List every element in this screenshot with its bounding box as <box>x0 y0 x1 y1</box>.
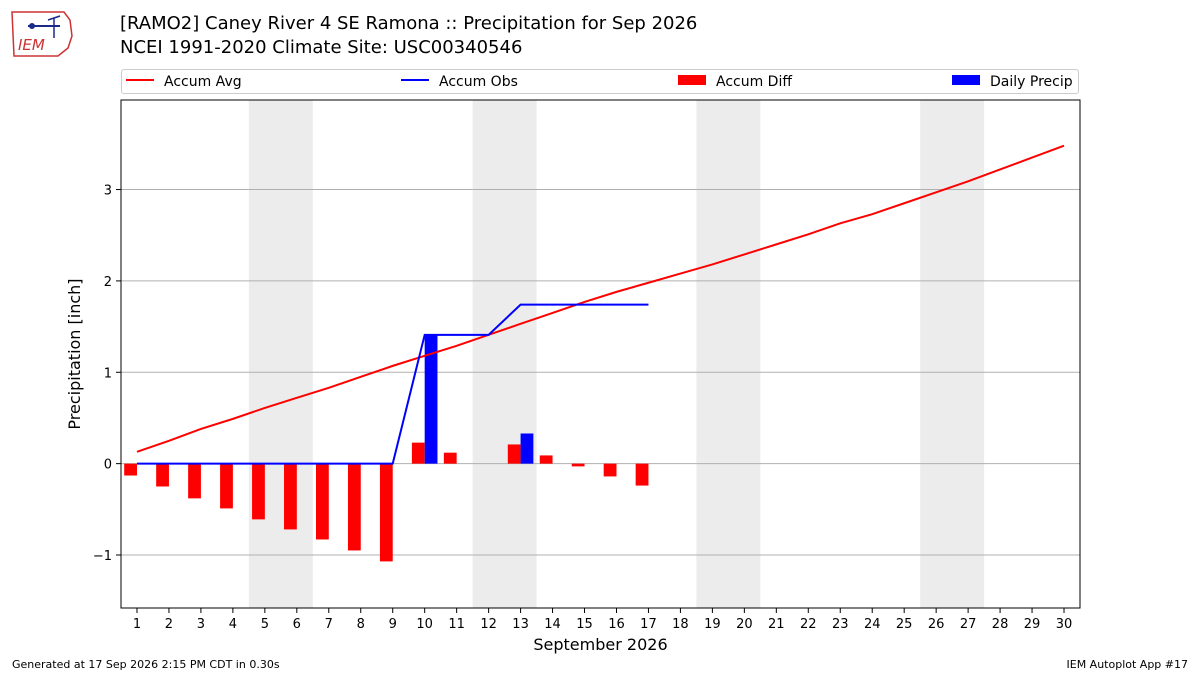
chart-title: [RAMO2] Caney River 4 SE Ramona :: Preci… <box>120 13 698 34</box>
x-tick-label: 5 <box>261 617 269 632</box>
x-tick-label: 4 <box>229 617 237 632</box>
x-tick-label: 21 <box>768 617 785 632</box>
x-tick-label: 14 <box>544 617 561 632</box>
accum-diff-bar <box>124 463 137 476</box>
accum-diff-bar <box>220 463 233 509</box>
chart-legend: Accum Avg Accum Obs Accum Diff Daily Pre… <box>121 69 1079 94</box>
accum-diff-bar <box>156 463 169 487</box>
legend-label: Accum Diff <box>716 74 793 90</box>
accum-diff-bar <box>379 463 393 562</box>
daily-precip-bar <box>520 433 534 464</box>
x-tick-label: 19 <box>704 617 721 632</box>
x-tick-label: 6 <box>293 617 301 632</box>
x-tick-label: 3 <box>197 617 205 632</box>
x-tick-label: 28 <box>992 617 1009 632</box>
x-tick-label: 17 <box>640 617 657 632</box>
accum-diff-bar <box>507 444 521 464</box>
x-tick-label: 8 <box>357 617 365 632</box>
y-tick-label: −1 <box>93 549 112 564</box>
x-tick-label: 15 <box>576 617 593 632</box>
logo-text: IEM <box>18 36 45 54</box>
legend-item-accum-diff: Accum Diff <box>678 74 792 90</box>
accum-diff-bar <box>284 463 297 530</box>
weekend-shade <box>920 100 985 608</box>
legend-swatch-accum-diff <box>678 75 706 85</box>
y-axis-label: Precipitation [inch] <box>65 278 84 429</box>
x-tick-label: 1 <box>133 617 141 632</box>
legend-label: Accum Obs <box>439 74 518 90</box>
chart-subtitle: NCEI 1991-2020 Climate Site: USC00340546 <box>120 37 523 58</box>
y-tick-label: 2 <box>104 275 112 290</box>
x-tick-label: 30 <box>1056 617 1073 632</box>
accum-diff-bar <box>603 463 617 477</box>
x-tick-label: 9 <box>389 617 397 632</box>
accum-diff-bar <box>571 463 585 467</box>
accum-diff-bar <box>443 452 457 464</box>
accum-obs-line <box>136 303 649 465</box>
x-tick-label: 11 <box>448 617 465 632</box>
x-tick-label: 22 <box>800 617 817 632</box>
weekend-shade <box>248 100 313 608</box>
legend-swatch-daily-precip <box>952 75 980 85</box>
legend-swatch-accum-avg <box>126 79 154 81</box>
accum-diff-bar <box>188 463 201 499</box>
x-tick-label: 20 <box>736 617 753 632</box>
x-tick-label: 27 <box>960 617 977 632</box>
x-tick-label: 24 <box>864 617 881 632</box>
x-tick-label: 12 <box>480 617 497 632</box>
x-tick-label: 29 <box>1024 617 1041 632</box>
generated-timestamp: Generated at 17 Sep 2026 2:15 PM CDT in … <box>12 658 280 671</box>
plot-frame <box>120 99 1081 609</box>
legend-item-daily-precip: Daily Precip <box>952 74 1073 90</box>
x-axis-label: September 2026 <box>533 635 667 654</box>
x-tick-label: 18 <box>672 617 689 632</box>
x-tick-label: 10 <box>416 617 433 632</box>
x-tick-label: 7 <box>325 617 333 632</box>
weekend-shade <box>472 100 537 608</box>
x-tick-label: 23 <box>832 617 849 632</box>
x-tick-label: 2 <box>165 617 173 632</box>
legend-swatch-accum-obs <box>401 79 429 81</box>
legend-item-accum-obs: Accum Obs <box>401 74 518 90</box>
legend-label: Daily Precip <box>990 74 1073 90</box>
accum-diff-bar <box>347 463 361 551</box>
x-tick-label: 13 <box>512 617 529 632</box>
accum-avg-line <box>136 144 1065 453</box>
legend-item-accum-avg: Accum Avg <box>126 74 242 90</box>
x-tick-label: 26 <box>928 617 945 632</box>
weekend-shade <box>696 100 761 608</box>
legend-label: Accum Avg <box>164 74 242 90</box>
accum-diff-bar <box>315 463 329 540</box>
x-tick-label: 16 <box>608 617 625 632</box>
accum-diff-bar <box>252 463 265 520</box>
y-tick-label: 3 <box>104 184 112 199</box>
accum-diff-bar <box>635 463 649 486</box>
accum-diff-bar <box>411 442 425 464</box>
y-tick-label: 0 <box>104 458 112 473</box>
app-id: IEM Autoplot App #17 <box>1066 658 1189 671</box>
daily-precip-bar <box>424 334 438 464</box>
x-tick-label: 25 <box>896 617 913 632</box>
iem-logo: IEM <box>11 11 73 57</box>
accum-diff-bar <box>539 455 553 464</box>
y-tick-label: 1 <box>104 366 112 381</box>
